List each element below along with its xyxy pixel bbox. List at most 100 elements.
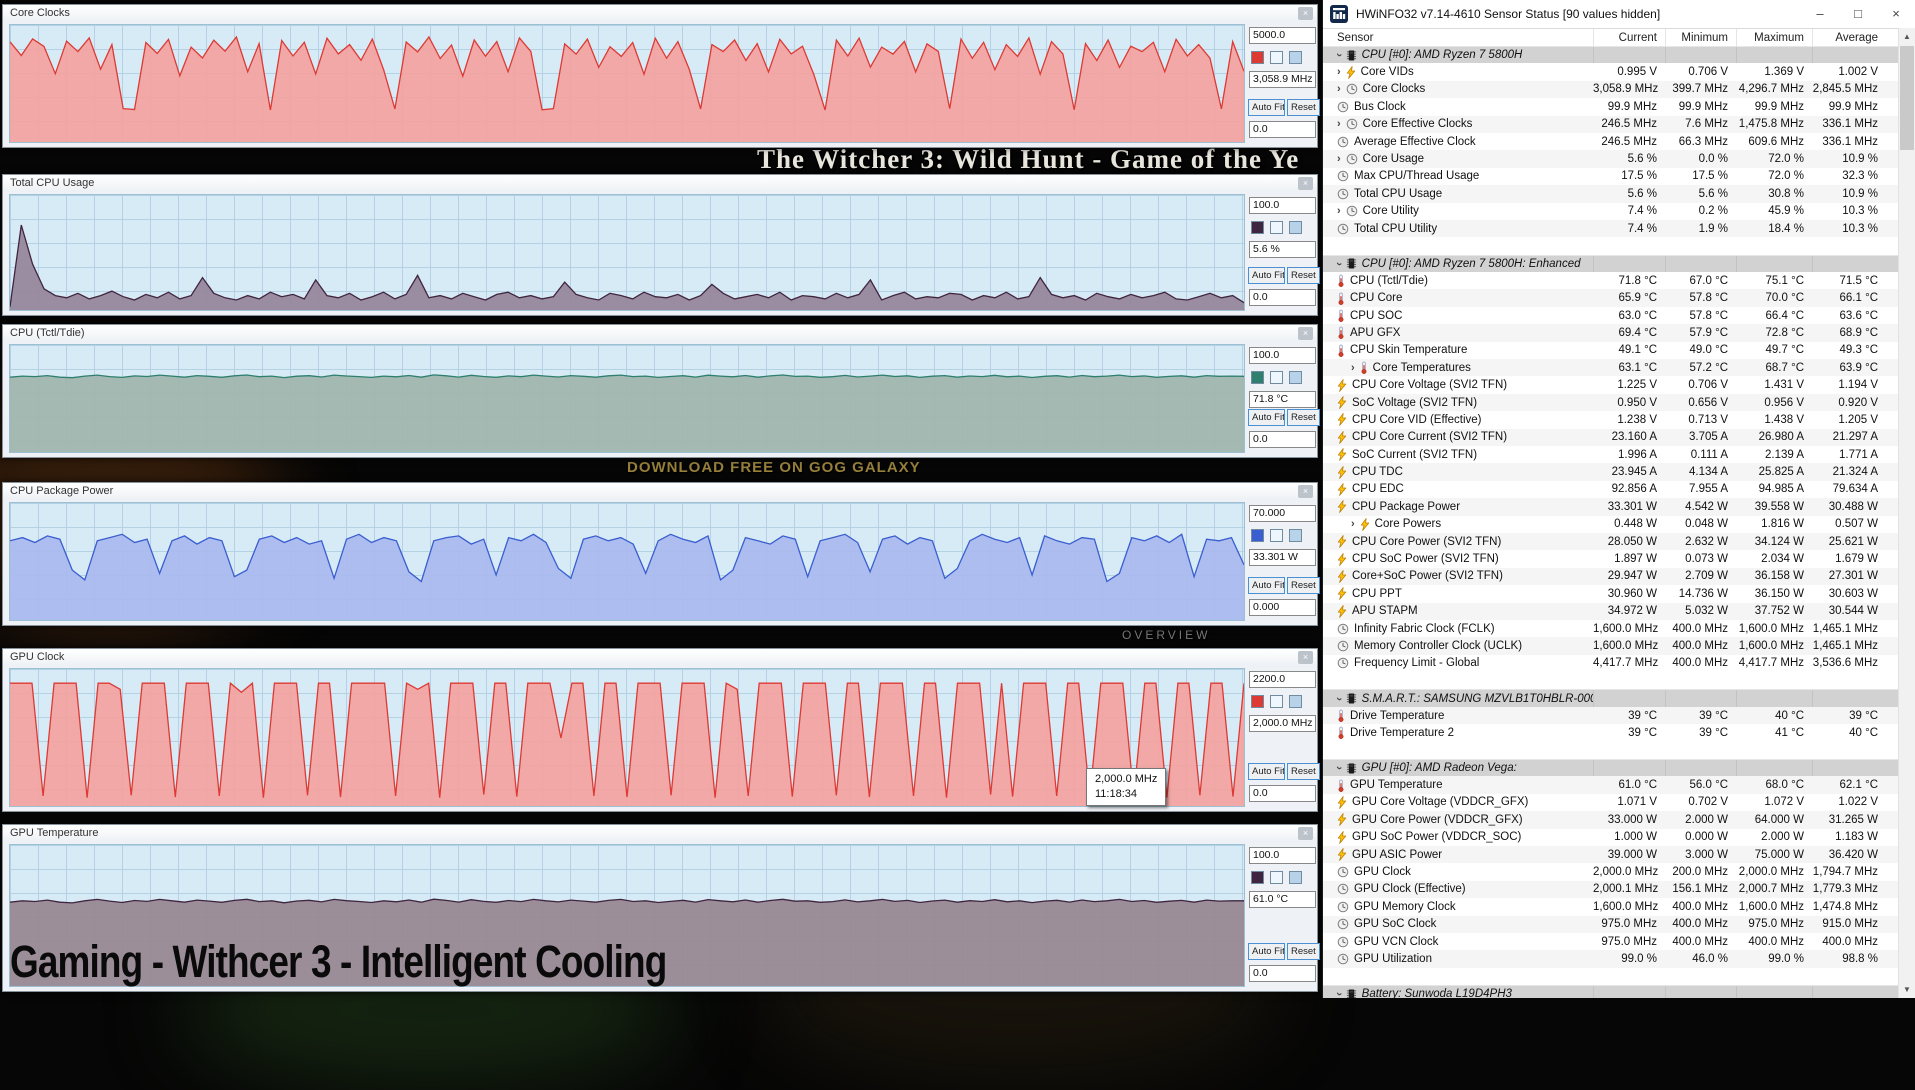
sensor-row[interactable]: GPU Temperature 61.0 °C 56.0 °C 68.0 °C 62.1…	[1323, 776, 1898, 794]
chevron-right-icon[interactable]: ›	[1337, 118, 1341, 131]
series-color-swatch[interactable]	[1251, 529, 1264, 542]
background-color-swatch[interactable]	[1270, 871, 1283, 884]
sensor-row[interactable]: GPU Utilization 99.0 % 46.0 % 99.0 % 98.8 %	[1323, 950, 1898, 968]
sensor-row[interactable]: › Core VIDs 0.995 V 0.706 V 1.369 V 1.002 V	[1323, 63, 1898, 81]
grid-color-swatch[interactable]	[1289, 51, 1302, 64]
graph-current-value[interactable]: 3,058.9 MHz	[1249, 71, 1316, 88]
sensor-row[interactable]: CPU (Tctl/Tdie) 71.8 °C 67.0 °C 75.1 °C 71.5…	[1323, 272, 1898, 290]
sensor-row[interactable]: Max CPU/Thread Usage 17.5 % 17.5 % 72.0 % 32…	[1323, 167, 1898, 186]
graph-min-value[interactable]: 0.0	[1249, 965, 1316, 982]
graph-min-value[interactable]: 0.0	[1249, 121, 1316, 138]
sensor-row[interactable]: CPU Core Power (SVI2 TFN) 28.050 W 2.632 W…	[1323, 532, 1898, 551]
sensor-row[interactable]: GPU SoC Clock 975.0 MHz 400.0 MHz 975.0 MHz…	[1323, 915, 1898, 933]
background-color-swatch[interactable]	[1270, 695, 1283, 708]
sensor-row[interactable]: CPU Skin Temperature 49.1 °C 49.0 °C 49.7 °…	[1323, 341, 1898, 360]
grid-color-swatch[interactable]	[1289, 695, 1302, 708]
chevron-down-icon[interactable]: ›	[1332, 262, 1345, 266]
graph-max-value[interactable]: 100.0	[1249, 197, 1316, 214]
sensor-row[interactable]: CPU TDC 23.945 A 4.134 A 25.825 A 21.324 A	[1323, 463, 1898, 481]
sensor-row[interactable]: GPU SoC Power (VDDCR_SOC) 1.000 W 0.000 W 2…	[1323, 828, 1898, 846]
sensor-row[interactable]: › Core Utility 7.4 % 0.2 % 45.9 % 10.3 %	[1323, 202, 1898, 220]
graph-max-value[interactable]: 70.000	[1249, 505, 1316, 522]
graph-current-value[interactable]: 71.8 °C	[1249, 391, 1316, 408]
sensor-row[interactable]: CPU Core Voltage (SVI2 TFN) 1.225 V 0.706 …	[1323, 376, 1898, 394]
reset-button[interactable]: Reset	[1287, 409, 1320, 426]
sensor-row[interactable]: SoC Current (SVI2 TFN) 1.996 A 0.111 A 2.13…	[1323, 445, 1898, 464]
chevron-right-icon[interactable]: ›	[1337, 205, 1341, 218]
sensor-row[interactable]: Bus Clock 99.9 MHz 99.9 MHz 99.9 MHz 99.9 MH…	[1323, 98, 1898, 116]
reset-button[interactable]: Reset	[1287, 763, 1320, 780]
chevron-down-icon[interactable]: ›	[1332, 696, 1345, 701]
graph-max-value[interactable]: 5000.0	[1249, 27, 1316, 44]
sensor-row[interactable]: Drive Temperature 2 39 °C 39 °C 41 °C 40 °C	[1323, 724, 1898, 742]
sensor-row[interactable]: APU STAPM 34.972 W 5.032 W 37.752 W 30.544 W	[1323, 602, 1898, 620]
column-minimum[interactable]: Minimum	[1665, 29, 1736, 47]
background-color-swatch[interactable]	[1270, 529, 1283, 542]
background-color-swatch[interactable]	[1270, 51, 1283, 64]
column-sensor[interactable]: Sensor	[1337, 32, 1374, 44]
sensor-row[interactable]: CPU Core 65.9 °C 57.8 °C 70.0 °C 66.1 °C	[1323, 289, 1898, 307]
sensor-row[interactable]: GPU Clock 2,000.0 MHz 200.0 MHz 2,000.0 MHz…	[1323, 863, 1898, 881]
close-icon[interactable]: ×	[1298, 7, 1313, 20]
close-icon[interactable]: ×	[1298, 327, 1313, 340]
sensor-row[interactable]: GPU VCN Clock 975.0 MHz 400.0 MHz 400.0 MHz…	[1323, 932, 1898, 951]
auto-fit-button[interactable]: Auto Fit	[1248, 409, 1285, 426]
sensor-row[interactable]: CPU Core Current (SVI2 TFN) 23.160 A 3.705…	[1323, 428, 1898, 446]
sensor-row[interactable]: Infinity Fabric Clock (FCLK) 1,600.0 MHz 4…	[1323, 619, 1898, 638]
graph-min-value[interactable]: 0.0	[1249, 431, 1316, 448]
maximize-button[interactable]: □	[1854, 6, 1862, 21]
scrollbar-thumb[interactable]	[1900, 46, 1914, 150]
section-row[interactable]: › CPU [#0]: AMD Ryzen 7 5800H	[1323, 46, 1898, 64]
close-icon[interactable]: ×	[1298, 827, 1313, 840]
sensor-row[interactable]: SoC Voltage (SVI2 TFN) 0.950 V 0.656 V 0.95…	[1323, 393, 1898, 412]
sensor-row[interactable]: CPU Package Power 33.301 W 4.542 W 39.558 W…	[1323, 498, 1898, 516]
sensor-row[interactable]: Drive Temperature 39 °C 39 °C 40 °C 39 °C	[1323, 706, 1898, 725]
sensor-row[interactable]: CPU EDC 92.856 A 7.955 A 94.985 A 79.634 A	[1323, 480, 1898, 499]
graph-min-value[interactable]: 0.0	[1249, 289, 1316, 306]
sensor-row[interactable]: › Core Clocks 3,058.9 MHz 399.7 MHz 4,296.7 …	[1323, 80, 1898, 99]
reset-button[interactable]: Reset	[1287, 577, 1320, 594]
graph-current-value[interactable]: 5.6 %	[1249, 241, 1316, 258]
sensor-row[interactable]: CPU SOC 63.0 °C 57.8 °C 66.4 °C 63.6 °C	[1323, 306, 1898, 325]
sensor-row[interactable]: CPU SoC Power (SVI2 TFN) 1.897 W 0.073 W 2.…	[1323, 550, 1898, 568]
minimize-button[interactable]: –	[1816, 6, 1824, 21]
section-row[interactable]: › S.M.A.R.T.: SAMSUNG MZVLB1T0HBLR-000...	[1323, 689, 1898, 707]
background-color-swatch[interactable]	[1270, 371, 1283, 384]
graph-max-value[interactable]: 100.0	[1249, 347, 1316, 364]
auto-fit-button[interactable]: Auto Fit	[1248, 763, 1285, 780]
scroll-down-icon[interactable]: ▼	[1903, 985, 1911, 994]
sensor-row[interactable]: Total CPU Usage 5.6 % 5.6 % 30.8 % 10.9 %	[1323, 185, 1898, 203]
chevron-down-icon[interactable]: ›	[1332, 53, 1345, 58]
series-color-swatch[interactable]	[1251, 371, 1264, 384]
column-current[interactable]: Current	[1593, 29, 1665, 47]
column-maximum[interactable]: Maximum	[1736, 29, 1812, 47]
close-icon[interactable]: ×	[1298, 651, 1313, 664]
sensor-row[interactable]: › Core Temperatures 63.1 °C 57.2 °C 68.7 °C 6…	[1323, 359, 1898, 377]
section-row[interactable]: › CPU [#0]: AMD Ryzen 7 5800H: Enhanced	[1323, 254, 1898, 273]
chevron-right-icon[interactable]: ›	[1351, 361, 1355, 374]
series-color-swatch[interactable]	[1251, 51, 1264, 64]
sensor-row[interactable]: Total CPU Utility 7.4 % 1.9 % 18.4 % 10.3 %	[1323, 219, 1898, 238]
auto-fit-button[interactable]: Auto Fit	[1248, 577, 1285, 594]
reset-button[interactable]: Reset	[1287, 99, 1320, 116]
grid-color-swatch[interactable]	[1289, 529, 1302, 542]
sensor-row[interactable]: GPU ASIC Power 39.000 W 3.000 W 75.000 W 36.…	[1323, 845, 1898, 864]
chevron-right-icon[interactable]: ›	[1337, 153, 1341, 166]
chevron-right-icon[interactable]: ›	[1337, 83, 1341, 96]
reset-button[interactable]: Reset	[1287, 943, 1320, 960]
grid-color-swatch[interactable]	[1289, 871, 1302, 884]
grid-color-swatch[interactable]	[1289, 371, 1302, 384]
series-color-swatch[interactable]	[1251, 871, 1264, 884]
sensor-row[interactable]: CPU PPT 30.960 W 14.736 W 36.150 W 30.603 W	[1323, 585, 1898, 603]
sensor-row[interactable]: GPU Core Voltage (VDDCR_GFX) 1.071 V 0.702…	[1323, 793, 1898, 812]
series-color-swatch[interactable]	[1251, 221, 1264, 234]
chevron-down-icon[interactable]: ›	[1332, 766, 1345, 771]
sensor-row[interactable]: › Core Usage 5.6 % 0.0 % 72.0 % 10.9 %	[1323, 150, 1898, 168]
sensor-row[interactable]: GPU Clock (Effective) 2,000.1 MHz 156.1 MH…	[1323, 880, 1898, 899]
chevron-down-icon[interactable]: ›	[1332, 992, 1345, 997]
graph-current-value[interactable]: 61.0 °C	[1249, 891, 1316, 908]
graph-max-value[interactable]: 2200.0	[1249, 671, 1316, 688]
chevron-right-icon[interactable]: ›	[1337, 66, 1341, 79]
sensor-row[interactable]: GPU Core Power (VDDCR_GFX) 33.000 W 2.000 …	[1323, 811, 1898, 829]
sensor-row[interactable]: Memory Controller Clock (UCLK) 1,600.0 MH…	[1323, 637, 1898, 655]
